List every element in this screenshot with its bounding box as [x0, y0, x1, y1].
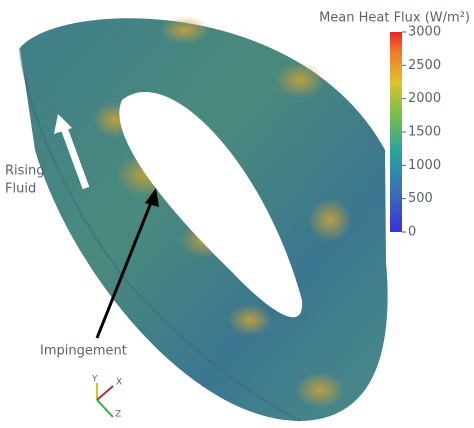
impingement-arrow — [95, 199, 154, 339]
colorbar-tick-label: 0 — [408, 225, 416, 240]
colorbar-title: Mean Heat Flux (W/m²) — [319, 11, 470, 26]
colorbar-tick-label: 3000 — [408, 25, 441, 40]
colorbar-tick-label: 500 — [408, 191, 433, 206]
axis-label: Z — [115, 410, 121, 420]
annotation: Impingement — [40, 344, 127, 359]
colorbar-tick-label: 2000 — [408, 91, 441, 106]
annotation: Rising — [5, 164, 45, 179]
impingement-arrow-head — [145, 188, 159, 207]
colorbar-tick-label: 1500 — [408, 125, 441, 140]
axes-triad: Y X Z — [91, 375, 122, 420]
annotation: Fluid — [5, 182, 36, 197]
rising-arrow-head — [54, 114, 72, 134]
colorbar — [390, 32, 402, 232]
colorbar-tick-label: 2500 — [408, 58, 441, 73]
colorbar-tick-label: 1000 — [408, 158, 441, 173]
rising-arrow — [60, 126, 90, 190]
axis-label: Y — [91, 375, 98, 385]
axis-label: X — [116, 378, 122, 388]
ring-render — [19, 16, 388, 422]
